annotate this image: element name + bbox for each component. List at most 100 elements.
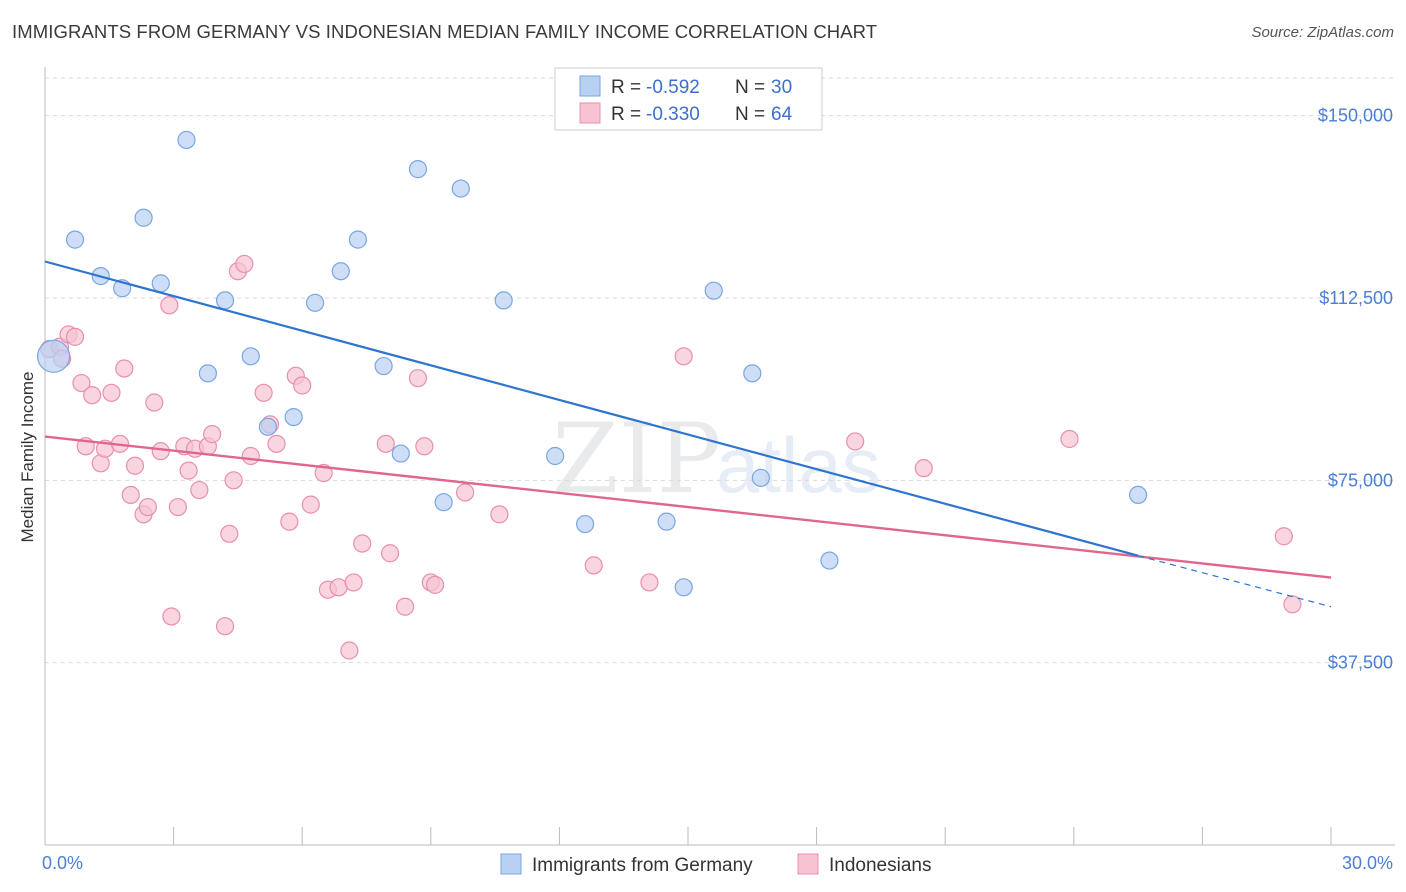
germany-point bbox=[674, 578, 693, 597]
indonesians-point bbox=[203, 425, 222, 444]
germany-point bbox=[65, 230, 85, 249]
germany-point bbox=[241, 347, 260, 366]
germany-point bbox=[284, 408, 303, 427]
legend-r-value-germany: -0.592 bbox=[646, 77, 700, 98]
indonesians-point bbox=[415, 437, 434, 456]
germany-point bbox=[134, 208, 153, 227]
indonesians-point bbox=[138, 497, 157, 517]
indonesians-point bbox=[1283, 595, 1302, 614]
indonesians-point bbox=[846, 432, 865, 451]
indonesians-point bbox=[301, 495, 320, 514]
indonesians-point bbox=[125, 456, 145, 475]
germany-point bbox=[751, 468, 770, 487]
germany-point bbox=[820, 551, 839, 570]
indonesians-point bbox=[376, 434, 395, 453]
indonesians-point bbox=[160, 296, 179, 315]
series-legend-label-indonesians: Indonesians bbox=[829, 855, 931, 876]
indonesians-point bbox=[121, 485, 140, 504]
indonesians-point bbox=[280, 512, 299, 531]
indonesians-point bbox=[293, 376, 312, 395]
germany-point bbox=[258, 417, 278, 436]
legend-n-value-germany: 30 bbox=[771, 77, 792, 98]
series-legend-label-germany: Immigrants from Germany bbox=[532, 855, 753, 876]
germany-point bbox=[434, 493, 453, 512]
germany-point bbox=[374, 356, 393, 376]
indonesians-point bbox=[267, 434, 286, 453]
legend-swatch-germany bbox=[579, 75, 601, 97]
y-tick-label: $75,000 bbox=[1328, 470, 1393, 490]
germany-point bbox=[657, 512, 676, 531]
germany-point bbox=[177, 130, 196, 150]
germany-trend-line bbox=[44, 260, 1139, 557]
indonesians-point bbox=[1274, 527, 1293, 546]
indonesians-point bbox=[254, 383, 273, 402]
indonesians-point bbox=[151, 442, 170, 461]
indonesians-point bbox=[1060, 429, 1079, 449]
legend-swatch-indonesians bbox=[579, 102, 601, 124]
germany-point bbox=[704, 281, 723, 300]
germany-points bbox=[36, 130, 1148, 597]
indonesians-point bbox=[584, 556, 603, 575]
gridlines bbox=[45, 77, 1395, 664]
indonesians-point bbox=[340, 641, 359, 660]
germany-point bbox=[743, 364, 762, 383]
indonesians-point bbox=[395, 597, 415, 616]
indonesians-point bbox=[65, 327, 85, 346]
germany-point bbox=[305, 293, 325, 312]
germany-point bbox=[36, 339, 71, 373]
series-legend: Immigrants from Germany Indonesians bbox=[500, 853, 931, 876]
indonesians-point bbox=[408, 369, 428, 388]
x-tick-label: 30.0% bbox=[1342, 853, 1393, 873]
germany-point bbox=[331, 262, 350, 281]
legend-n-value-indonesians: 64 bbox=[771, 104, 793, 125]
indonesians-point bbox=[162, 607, 181, 626]
trend-lines bbox=[44, 260, 1332, 608]
indonesians-point bbox=[425, 575, 445, 594]
germany-point bbox=[408, 160, 428, 179]
legend-r-label-germany: R = bbox=[611, 77, 641, 98]
axes bbox=[44, 67, 1395, 846]
indonesians-point bbox=[674, 347, 693, 366]
y-tick-label: $37,500 bbox=[1328, 653, 1393, 673]
germany-point bbox=[576, 514, 595, 534]
indonesians-point bbox=[490, 505, 509, 524]
germany-point bbox=[198, 364, 217, 383]
germany-point bbox=[1128, 485, 1148, 504]
indonesians-trend-line bbox=[44, 435, 1332, 579]
x-tick-label: 0.0% bbox=[42, 853, 83, 873]
indonesians-point bbox=[102, 383, 121, 402]
germany-point bbox=[215, 291, 235, 310]
germany-trend-extension bbox=[1137, 555, 1332, 608]
y-axis-title: Median Family Income bbox=[18, 371, 37, 542]
x-tick-labels: 0.0% 30.0% bbox=[42, 853, 1393, 873]
germany-point bbox=[451, 179, 470, 198]
indonesians-point bbox=[241, 446, 260, 466]
indonesians-point bbox=[640, 573, 659, 592]
legend-n-label-germany: N = bbox=[735, 77, 765, 98]
indonesians-point bbox=[115, 359, 134, 378]
y-tick-label: $150,000 bbox=[1318, 106, 1393, 126]
germany-point bbox=[391, 444, 410, 463]
germany-point bbox=[151, 274, 170, 293]
indonesians-point bbox=[190, 480, 209, 500]
y-tick-labels: $37,500 $75,000 $112,500 $150,000 bbox=[1318, 106, 1393, 673]
source-note: Source: ZipAtlas.com bbox=[1251, 24, 1394, 41]
indonesians-point bbox=[455, 483, 475, 502]
indonesians-point bbox=[72, 373, 91, 393]
indonesians-point bbox=[145, 393, 164, 412]
indonesians-point bbox=[235, 254, 254, 274]
indonesians-point bbox=[83, 386, 102, 405]
y-tick-label: $112,500 bbox=[1319, 288, 1393, 308]
indonesians-point bbox=[179, 461, 198, 480]
germany-point bbox=[494, 291, 513, 310]
indonesians-point bbox=[168, 497, 187, 517]
indonesians-point bbox=[220, 524, 239, 543]
correlation-legend: R = -0.592 N = 30 R = -0.330 N = 64 bbox=[554, 67, 823, 131]
chart-title: IMMIGRANTS FROM GERMANY VS INDONESIAN ME… bbox=[12, 21, 878, 42]
indonesians-point bbox=[224, 471, 243, 490]
indonesians-point bbox=[215, 617, 235, 636]
series-legend-swatch-indonesians bbox=[797, 853, 819, 875]
legend-r-label-indonesians: R = bbox=[611, 104, 641, 125]
indonesians-point bbox=[344, 573, 363, 592]
